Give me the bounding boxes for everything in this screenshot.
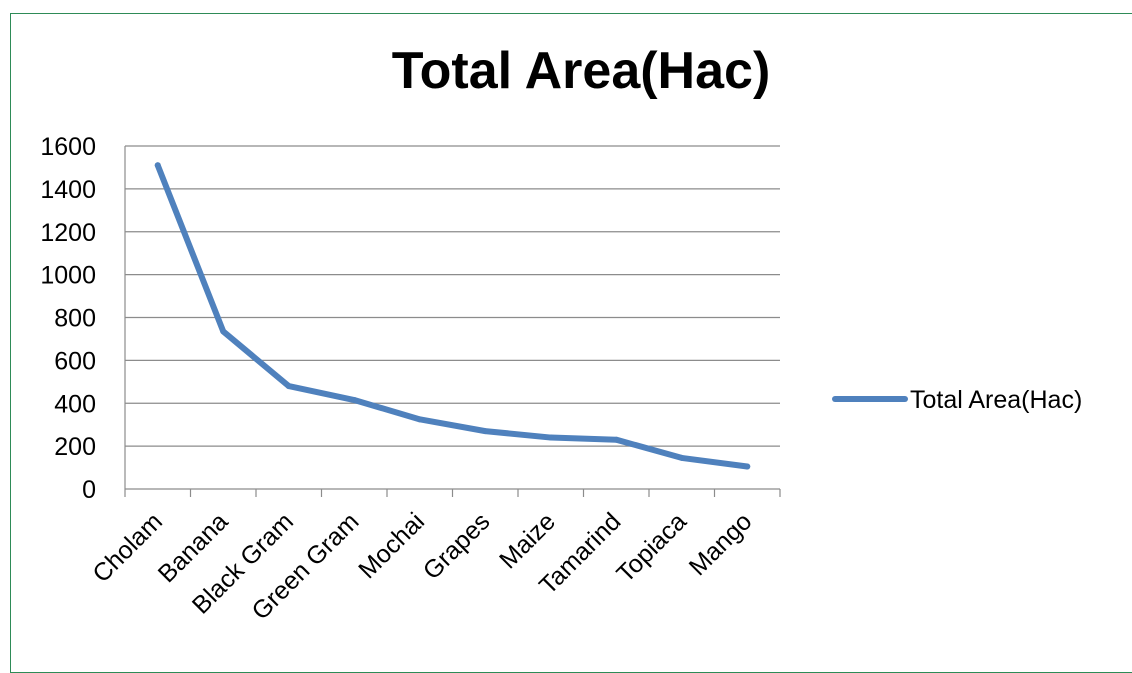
- series-line: [154, 162, 751, 470]
- y-tick-label: 1600: [40, 133, 96, 161]
- legend-label: Total Area(Hac): [910, 386, 1082, 414]
- y-tick-label: 600: [54, 347, 96, 375]
- gridlines: [125, 145, 780, 447]
- y-tick-label: 1000: [40, 262, 96, 290]
- data-point: [220, 328, 227, 335]
- data-point: [678, 454, 685, 461]
- y-tick-label: 400: [54, 390, 96, 418]
- y-tick-label: 0: [82, 476, 96, 504]
- axes: [124, 146, 781, 497]
- x-tick-label: Grapes: [418, 507, 496, 585]
- y-axis-ticks: 0 200 400 600 800 1000 1200 1400 1600: [40, 133, 96, 504]
- chart-title: Total Area(Hac): [392, 42, 771, 100]
- series-lines: [154, 162, 751, 470]
- data-point: [416, 416, 423, 423]
- y-tick-label: 200: [54, 433, 96, 461]
- y-tick-label: 800: [54, 305, 96, 333]
- legend: Total Area(Hac): [832, 386, 1082, 414]
- data-point: [547, 434, 554, 441]
- data-point: [285, 383, 292, 390]
- data-point: [154, 162, 161, 169]
- data-point: [744, 463, 751, 470]
- data-point: [613, 436, 620, 443]
- x-tick-label: Cholam: [87, 507, 168, 588]
- chart-frame: [10, 13, 1132, 673]
- data-point: [351, 397, 358, 404]
- y-tick-label: 1400: [40, 176, 96, 204]
- x-tick-label: Mochai: [353, 507, 430, 584]
- x-tick-label: Topiaca: [611, 507, 692, 588]
- line-chart: Total Area(Hac) 0 200 400 600 800 1000 1200 140…: [40, 42, 1082, 625]
- data-point: [482, 428, 489, 435]
- y-tick-label: 1200: [40, 219, 96, 247]
- x-tick-label: Mango: [684, 507, 758, 581]
